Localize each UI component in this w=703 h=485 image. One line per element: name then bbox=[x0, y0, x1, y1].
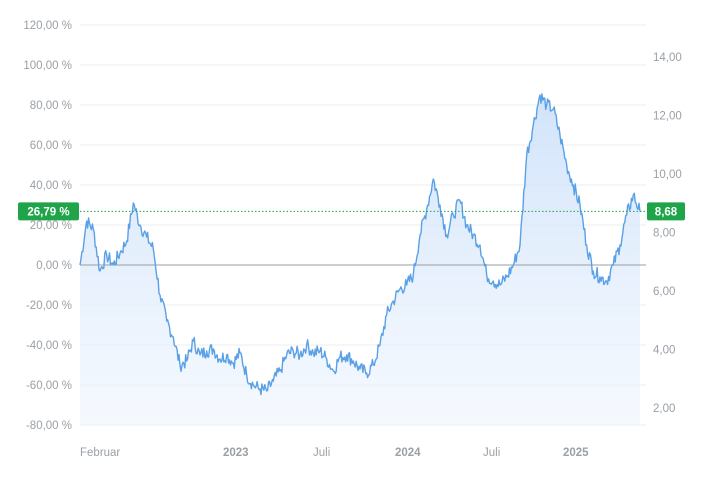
left-tick-label: -60,00 % bbox=[26, 380, 72, 392]
left-tick-label: -80,00 % bbox=[26, 420, 72, 432]
right-tick-label: 4,00 bbox=[653, 345, 675, 357]
x-tick-label: Februar bbox=[80, 447, 120, 459]
left-tick-label: -20,00 % bbox=[26, 300, 72, 312]
current-price-label: 8,68 bbox=[655, 206, 678, 218]
area-layer bbox=[79, 93, 646, 426]
right-axis: 14,00 12,00 10,00 8,00 6,00 4,00 2,00 bbox=[653, 52, 682, 415]
left-axis: 120,00 % 100,00 % 80,00 % 60,00 % 40,00 % 20,… bbox=[23, 20, 72, 432]
right-tick-label: 12,00 bbox=[653, 111, 682, 123]
x-tick-label: 2025 bbox=[563, 447, 589, 459]
current-price-badge-bg bbox=[647, 202, 685, 221]
x-axis: Februar 2023 Juli 2024 Juli 2025 bbox=[80, 447, 589, 459]
current-value-badges: 26,79 % 8,68 bbox=[18, 202, 685, 221]
current-percent-label: 26,79 % bbox=[27, 206, 69, 218]
left-tick-label: 80,00 % bbox=[30, 100, 72, 112]
left-tick-label: 40,00 % bbox=[30, 180, 72, 192]
right-tick-label: 14,00 bbox=[653, 52, 682, 64]
left-tick-label: 20,00 % bbox=[30, 220, 72, 232]
x-tick-label: 2024 bbox=[395, 447, 421, 459]
current-price-badge: 8,68 bbox=[647, 202, 685, 221]
current-percent-badge-bg bbox=[18, 202, 79, 221]
x-tick-label: Juli bbox=[313, 447, 330, 459]
left-tick-label: 120,00 % bbox=[23, 20, 72, 32]
series-area bbox=[80, 93, 640, 426]
x-tick-label: 2023 bbox=[223, 447, 249, 459]
left-tick-label: 100,00 % bbox=[23, 60, 72, 72]
right-tick-label: 10,00 bbox=[653, 169, 682, 181]
right-tick-label: 6,00 bbox=[653, 286, 675, 298]
left-tick-label: -40,00 % bbox=[26, 340, 72, 352]
left-tick-label: 0,00 % bbox=[36, 260, 72, 272]
current-percent-badge: 26,79 % bbox=[18, 202, 79, 221]
right-tick-label: 2,00 bbox=[653, 403, 675, 415]
series-line bbox=[79, 93, 641, 396]
right-tick-label: 8,00 bbox=[653, 228, 675, 240]
left-tick-label: 60,00 % bbox=[30, 140, 72, 152]
x-tick-label: Juli bbox=[483, 447, 500, 459]
